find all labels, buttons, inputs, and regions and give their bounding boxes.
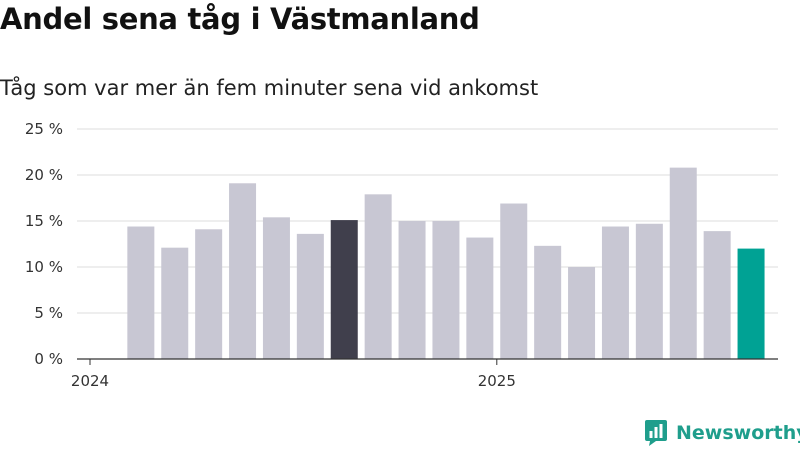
chart-subtitle: Tåg som var mer än fem minuter sena vid … <box>0 76 539 100</box>
brand-name: Newsworthy <box>676 422 800 444</box>
bar-2025-04 <box>601 226 629 359</box>
bar-2025-01 <box>500 203 528 359</box>
bars <box>127 167 765 359</box>
bar-2025-02 <box>534 245 562 359</box>
x-tick-label: 2025 <box>478 372 516 390</box>
bar-2024-07 <box>296 233 324 359</box>
bar-2024-06 <box>262 217 290 359</box>
bar-2024-10 <box>398 221 426 359</box>
bar-2025-05 <box>635 223 663 359</box>
bar-2024-08 <box>330 220 358 359</box>
x-tick-label: 2024 <box>71 372 109 390</box>
bar-2024-04 <box>195 229 223 359</box>
y-tick-label: 5 % <box>34 304 63 322</box>
y-tick-label: 10 % <box>25 258 63 276</box>
bar-2025-07 <box>703 231 731 359</box>
y-axis-ticks: 0 % 5 % 10 % 15 % 20 % 25 % <box>25 120 63 368</box>
bar-2024-09 <box>364 194 392 359</box>
newsworthy-brand[interactable]: Newsworthy <box>643 419 800 447</box>
y-tick-label: 0 % <box>34 350 63 368</box>
y-tick-label: 25 % <box>25 120 63 138</box>
chart-title: Andel sena tåg i Västmanland <box>0 2 480 36</box>
y-tick-label: 15 % <box>25 212 63 230</box>
bar-2025-03 <box>568 267 596 359</box>
bar-2025-06 <box>669 167 697 359</box>
newsworthy-logo-icon <box>645 420 667 446</box>
x-axis: 2024 2025 <box>71 358 778 390</box>
bar-2024-12 <box>466 237 494 359</box>
bar-2024-05 <box>229 183 257 359</box>
bar-2025-08 <box>737 248 765 359</box>
bar-2024-03 <box>161 247 189 359</box>
y-tick-label: 20 % <box>25 166 63 184</box>
bar-2024-02 <box>127 226 155 359</box>
bar-2024-11 <box>432 221 460 359</box>
